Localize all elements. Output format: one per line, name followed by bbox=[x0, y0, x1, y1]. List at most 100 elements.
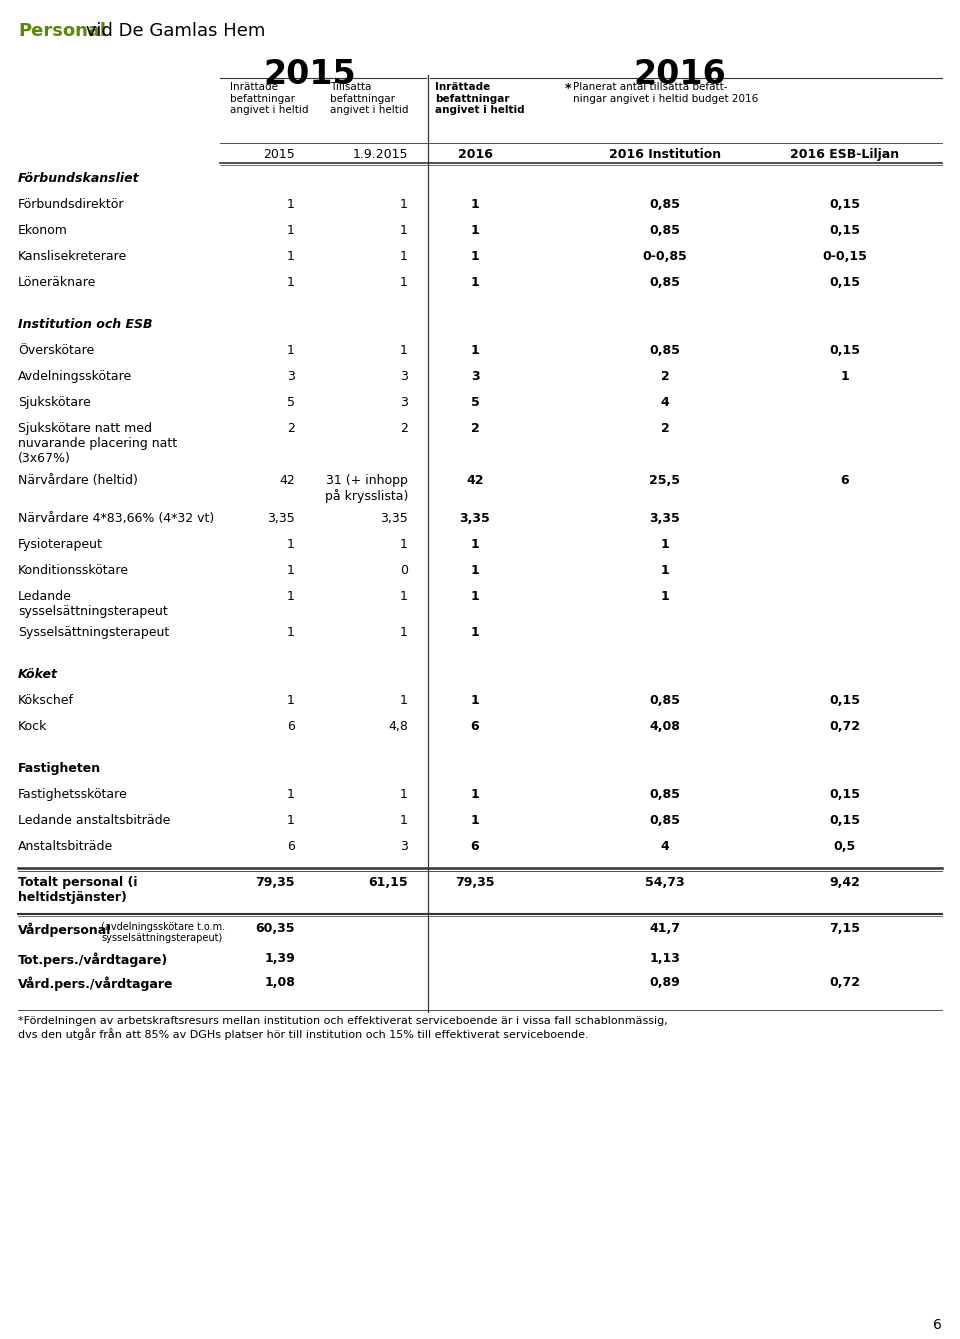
Text: 42: 42 bbox=[467, 474, 484, 487]
Text: 61,15: 61,15 bbox=[369, 876, 408, 889]
Text: 3: 3 bbox=[470, 370, 479, 383]
Text: Sjukskötare natt med
nuvarande placering natt
(3x67%): Sjukskötare natt med nuvarande placering… bbox=[18, 422, 178, 465]
Text: 1,13: 1,13 bbox=[650, 952, 681, 965]
Text: 31 (+ inhopp
på krysslista): 31 (+ inhopp på krysslista) bbox=[324, 474, 408, 503]
Text: 1: 1 bbox=[400, 344, 408, 358]
Text: vid De Gamlas Hem: vid De Gamlas Hem bbox=[80, 21, 265, 40]
Text: 79,35: 79,35 bbox=[455, 876, 494, 889]
Text: 0-0,15: 0-0,15 bbox=[823, 250, 868, 262]
Text: 2: 2 bbox=[470, 422, 479, 435]
Text: 4: 4 bbox=[660, 840, 669, 853]
Text: 6: 6 bbox=[933, 1318, 942, 1332]
Text: 2015: 2015 bbox=[264, 58, 356, 91]
Text: Kökschef: Kökschef bbox=[18, 694, 74, 707]
Text: 1: 1 bbox=[470, 344, 479, 358]
Text: 1: 1 bbox=[400, 198, 408, 212]
Text: 1: 1 bbox=[470, 276, 479, 289]
Text: Vård.pers./vårdtagare: Vård.pers./vårdtagare bbox=[18, 976, 174, 991]
Text: 1: 1 bbox=[400, 627, 408, 639]
Text: 1: 1 bbox=[287, 344, 295, 358]
Text: 1: 1 bbox=[400, 538, 408, 552]
Text: 0,5: 0,5 bbox=[834, 840, 856, 853]
Text: Anstaltsbiträde: Anstaltsbiträde bbox=[18, 840, 113, 853]
Text: 1: 1 bbox=[470, 627, 479, 639]
Text: 1: 1 bbox=[400, 224, 408, 237]
Text: Sjukskötare: Sjukskötare bbox=[18, 396, 91, 408]
Text: Ledande
sysselsättningsterapeut: Ledande sysselsättningsterapeut bbox=[18, 590, 168, 619]
Text: 1: 1 bbox=[841, 370, 850, 383]
Text: Inrättade
befattningar
angivet i heltid: Inrättade befattningar angivet i heltid bbox=[230, 82, 308, 115]
Text: 54,73: 54,73 bbox=[645, 876, 684, 889]
Text: 1: 1 bbox=[400, 814, 408, 828]
Text: Förbundsdirektör: Förbundsdirektör bbox=[18, 198, 125, 212]
Text: Totalt personal (i
heltidstjänster): Totalt personal (i heltidstjänster) bbox=[18, 876, 137, 904]
Text: Vårdpersonal: Vårdpersonal bbox=[18, 923, 111, 936]
Text: 0,15: 0,15 bbox=[829, 344, 860, 358]
Text: 0,15: 0,15 bbox=[829, 787, 860, 801]
Text: 3: 3 bbox=[287, 370, 295, 383]
Text: 1: 1 bbox=[470, 814, 479, 828]
Text: sysselsättningsterapeut): sysselsättningsterapeut) bbox=[101, 933, 223, 943]
Text: Köket: Köket bbox=[18, 668, 58, 682]
Text: 1: 1 bbox=[287, 564, 295, 577]
Text: 0,85: 0,85 bbox=[650, 814, 681, 828]
Text: Sysselsättningsterapeut: Sysselsättningsterapeut bbox=[18, 627, 169, 639]
Text: Kock: Kock bbox=[18, 720, 47, 732]
Text: Löneräknare: Löneräknare bbox=[18, 276, 96, 289]
Text: 0-0,85: 0-0,85 bbox=[642, 250, 687, 262]
Text: 1: 1 bbox=[400, 276, 408, 289]
Text: 1: 1 bbox=[287, 814, 295, 828]
Text: 25,5: 25,5 bbox=[650, 474, 681, 487]
Text: 1: 1 bbox=[660, 590, 669, 603]
Text: Kanslisekreterare: Kanslisekreterare bbox=[18, 250, 128, 262]
Text: 6: 6 bbox=[470, 720, 479, 732]
Text: 1,39: 1,39 bbox=[264, 952, 295, 965]
Text: Personal: Personal bbox=[18, 21, 106, 40]
Text: 1: 1 bbox=[470, 198, 479, 212]
Text: 1: 1 bbox=[660, 538, 669, 552]
Text: 1: 1 bbox=[470, 250, 479, 262]
Text: 1: 1 bbox=[287, 538, 295, 552]
Text: Avdelningsskötare: Avdelningsskötare bbox=[18, 370, 132, 383]
Text: 2: 2 bbox=[660, 422, 669, 435]
Text: 0,85: 0,85 bbox=[650, 198, 681, 212]
Text: 4: 4 bbox=[660, 396, 669, 408]
Text: 0,85: 0,85 bbox=[650, 276, 681, 289]
Text: 2016: 2016 bbox=[458, 149, 492, 161]
Text: 1: 1 bbox=[287, 787, 295, 801]
Text: 1: 1 bbox=[287, 224, 295, 237]
Text: 1,08: 1,08 bbox=[264, 976, 295, 990]
Text: Inrättade
befattningar
angivet i heltid: Inrättade befattningar angivet i heltid bbox=[435, 82, 524, 115]
Text: 7,15: 7,15 bbox=[829, 923, 860, 935]
Text: 2: 2 bbox=[400, 422, 408, 435]
Text: 1: 1 bbox=[287, 198, 295, 212]
Text: Konditionsskötare: Konditionsskötare bbox=[18, 564, 129, 577]
Text: 1: 1 bbox=[470, 590, 479, 603]
Text: Tillsatta
befattningar
angivet i heltid: Tillsatta befattningar angivet i heltid bbox=[330, 82, 409, 115]
Text: Tot.pers./vårdtagare): Tot.pers./vårdtagare) bbox=[18, 952, 168, 967]
Text: 41,7: 41,7 bbox=[650, 923, 681, 935]
Text: 2: 2 bbox=[660, 370, 669, 383]
Text: 0,72: 0,72 bbox=[829, 720, 860, 732]
Text: 0,85: 0,85 bbox=[650, 344, 681, 358]
Text: 79,35: 79,35 bbox=[255, 876, 295, 889]
Text: Fastigheten: Fastigheten bbox=[18, 762, 101, 775]
Text: 3: 3 bbox=[400, 396, 408, 408]
Text: 3: 3 bbox=[400, 370, 408, 383]
Text: 1: 1 bbox=[287, 694, 295, 707]
Text: Förbundskansliet: Förbundskansliet bbox=[18, 171, 139, 185]
Text: 3,35: 3,35 bbox=[650, 511, 681, 525]
Text: 1: 1 bbox=[400, 787, 408, 801]
Text: 1: 1 bbox=[470, 564, 479, 577]
Text: 1: 1 bbox=[287, 276, 295, 289]
Text: 1.9.2015: 1.9.2015 bbox=[352, 149, 408, 161]
Text: 1: 1 bbox=[400, 694, 408, 707]
Text: 4,08: 4,08 bbox=[650, 720, 681, 732]
Text: 3,35: 3,35 bbox=[267, 511, 295, 525]
Text: 4,8: 4,8 bbox=[388, 720, 408, 732]
Text: 0: 0 bbox=[400, 564, 408, 577]
Text: Närvårdare (heltid): Närvårdare (heltid) bbox=[18, 474, 138, 487]
Text: 2016 Institution: 2016 Institution bbox=[609, 149, 721, 161]
Text: Överskötare: Överskötare bbox=[18, 344, 94, 358]
Text: 2016: 2016 bbox=[634, 58, 727, 91]
